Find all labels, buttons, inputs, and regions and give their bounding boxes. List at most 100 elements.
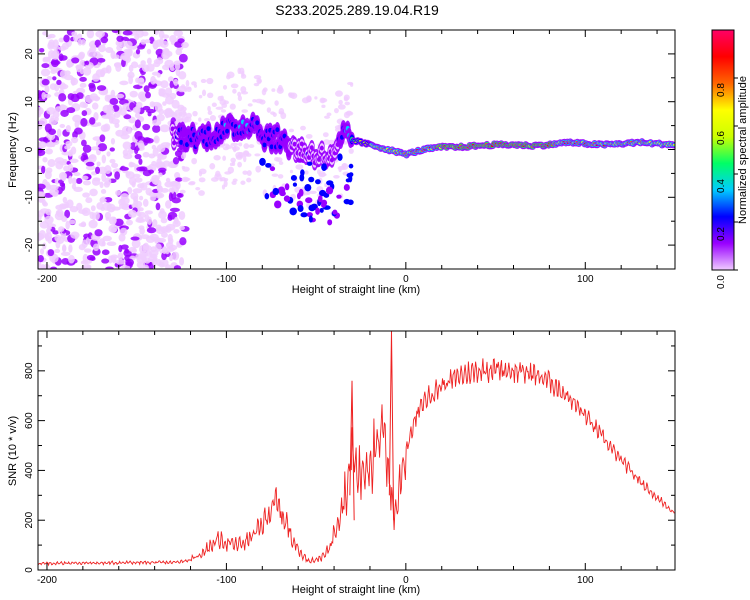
- noise-blob: [55, 204, 65, 211]
- noise-blob: [129, 90, 138, 98]
- noise-blob: [132, 188, 143, 194]
- noise-blob: [59, 104, 66, 110]
- noise-blob: [47, 159, 56, 168]
- noise-blob: [153, 61, 161, 68]
- noise-blob: [105, 266, 114, 269]
- spectrogram-blobs: [38, 30, 675, 269]
- ridge-blob: [327, 219, 333, 226]
- ridge-blob: [321, 163, 327, 171]
- noise-blob: [192, 110, 198, 117]
- noise-blob: [104, 211, 112, 219]
- noise-blob: [221, 103, 228, 109]
- snr-x-label: Height of straight line (km): [292, 584, 420, 596]
- noise-blob: [130, 236, 140, 241]
- noise-blob: [144, 210, 153, 215]
- noise-blob: [179, 225, 185, 231]
- noise-blob: [170, 92, 177, 100]
- noise-blob: [161, 92, 171, 98]
- noise-blob: [348, 148, 354, 154]
- noise-blob: [223, 177, 229, 182]
- noise-blob: [326, 112, 332, 117]
- noise-blob: [290, 92, 298, 99]
- noise-blob: [178, 53, 188, 63]
- noise-blob: [243, 143, 250, 150]
- noise-blob: [162, 47, 170, 55]
- noise-blob: [90, 146, 100, 151]
- noise-blob: [158, 172, 163, 177]
- noise-blob: [165, 200, 172, 209]
- noise-blob: [54, 157, 65, 164]
- noise-blob: [41, 91, 46, 100]
- noise-blob: [106, 151, 111, 157]
- ridge-blob: [315, 207, 321, 215]
- noise-blob: [82, 180, 92, 186]
- noise-blob: [146, 227, 157, 234]
- noise-blob: [128, 246, 137, 253]
- snr-y-tick-label: 200: [24, 511, 35, 528]
- spectrogram-x-tick-label: 100: [577, 274, 594, 285]
- noise-blob: [220, 109, 227, 113]
- ridge-blob: [277, 186, 286, 195]
- noise-blob: [102, 235, 112, 242]
- noise-blob: [195, 187, 201, 191]
- noise-blob: [278, 161, 284, 166]
- noise-blob: [75, 87, 86, 95]
- noise-blob: [101, 154, 107, 164]
- noise-blob: [174, 172, 181, 179]
- noise-blob: [243, 155, 247, 163]
- noise-blob: [58, 37, 65, 43]
- noise-blob: [295, 164, 304, 170]
- noise-blob: [105, 47, 114, 54]
- colorbar-scale: [711, 29, 735, 271]
- noise-blob: [246, 177, 252, 183]
- noise-blob: [88, 219, 98, 229]
- ridge-blob: [318, 189, 327, 197]
- ridge-blob: [296, 158, 304, 163]
- noise-blob: [125, 219, 133, 226]
- ridge-core: [182, 129, 187, 135]
- ridge-core: [292, 141, 297, 147]
- noise-blob: [134, 153, 142, 160]
- noise-blob: [321, 104, 326, 108]
- noise-blob: [49, 83, 57, 90]
- noise-blob: [79, 82, 87, 88]
- ridge-core: [269, 144, 274, 150]
- noise-blob: [85, 165, 96, 171]
- noise-blob: [305, 133, 313, 139]
- noise-blob: [54, 178, 60, 185]
- noise-blob: [172, 157, 180, 165]
- spectrogram-y-tick-label: -20: [24, 237, 35, 252]
- noise-blob: [65, 220, 70, 230]
- noise-blob: [68, 149, 73, 157]
- noise-blob: [70, 231, 80, 239]
- noise-blob: [78, 222, 87, 227]
- noise-blob: [92, 243, 100, 252]
- noise-blob: [40, 265, 47, 269]
- noise-blob: [134, 119, 142, 129]
- noise-blob: [70, 77, 79, 86]
- noise-blob: [139, 250, 149, 258]
- noise-blob: [160, 232, 168, 238]
- ridge-blob: [319, 207, 324, 213]
- ridge-blob: [272, 187, 280, 196]
- noise-blob: [171, 99, 180, 109]
- noise-blob: [115, 63, 122, 72]
- noise-blob: [177, 192, 184, 198]
- noise-blob: [117, 252, 124, 261]
- noise-blob: [99, 134, 106, 143]
- noise-blob: [60, 251, 71, 256]
- ridge-blob: [325, 186, 334, 195]
- noise-blob: [64, 145, 71, 150]
- ridge-core: [206, 126, 211, 132]
- noise-blob: [99, 181, 104, 189]
- noise-blob: [67, 163, 74, 172]
- noise-blob: [115, 190, 121, 196]
- noise-blob: [155, 202, 161, 211]
- noise-blob: [82, 144, 92, 153]
- colorbar-tick-label: 0.4: [716, 179, 727, 193]
- noise-blob: [136, 216, 144, 223]
- noise-blob: [198, 190, 205, 196]
- noise-blob: [52, 110, 60, 119]
- noise-blob: [156, 144, 166, 153]
